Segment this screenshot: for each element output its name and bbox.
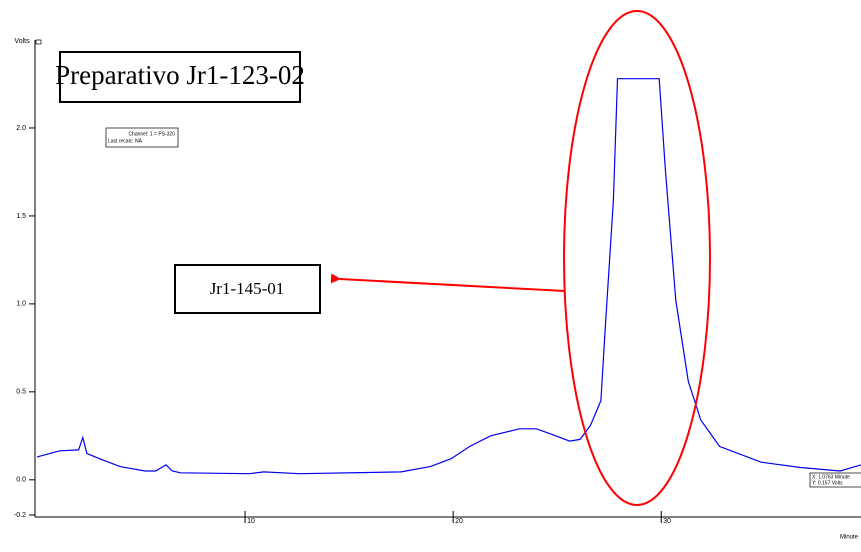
- channel-box: [105, 127, 179, 148]
- y-tick-label: 0.0: [16, 477, 26, 484]
- plot: -0.2 0.0 0.5 1.0 1.5 2.0 10 20 30: [14, 78, 861, 525]
- x-tick-label: 30: [663, 518, 671, 525]
- annotation: Jr1-145-01: [210, 279, 285, 298]
- cursor-box: [809, 472, 861, 488]
- x-tick-label: 20: [455, 518, 463, 525]
- x-tick-label: 10: [247, 518, 255, 525]
- y-tick-label: 1.0: [16, 301, 26, 308]
- y-tick-label: 2.0: [16, 125, 26, 132]
- trace: [36, 78, 861, 475]
- channel-text: Last recalc: NA: [108, 138, 143, 144]
- annotation-box: [174, 264, 321, 314]
- chart-title: Preparativo Jr1-123-02: [55, 60, 305, 90]
- y-tick-label: 1.5: [16, 213, 26, 220]
- y-axis-label: Volts: [14, 38, 30, 45]
- cursor-text: Y: 0.157 Volts: [812, 480, 843, 486]
- axis-marker: [35, 39, 42, 45]
- arrow: [330, 273, 566, 292]
- y-tick-label: 0.5: [16, 389, 26, 396]
- y-tick-label: -0.2: [14, 512, 26, 519]
- channel-text: Channel: 1 = PS-320: [128, 131, 175, 137]
- cursor-text: X: 1.0763 Minute: [812, 474, 850, 480]
- title-box: [59, 51, 301, 103]
- highlight-ellipse: [563, 10, 711, 506]
- x-axis-label: Minute: [840, 535, 859, 541]
